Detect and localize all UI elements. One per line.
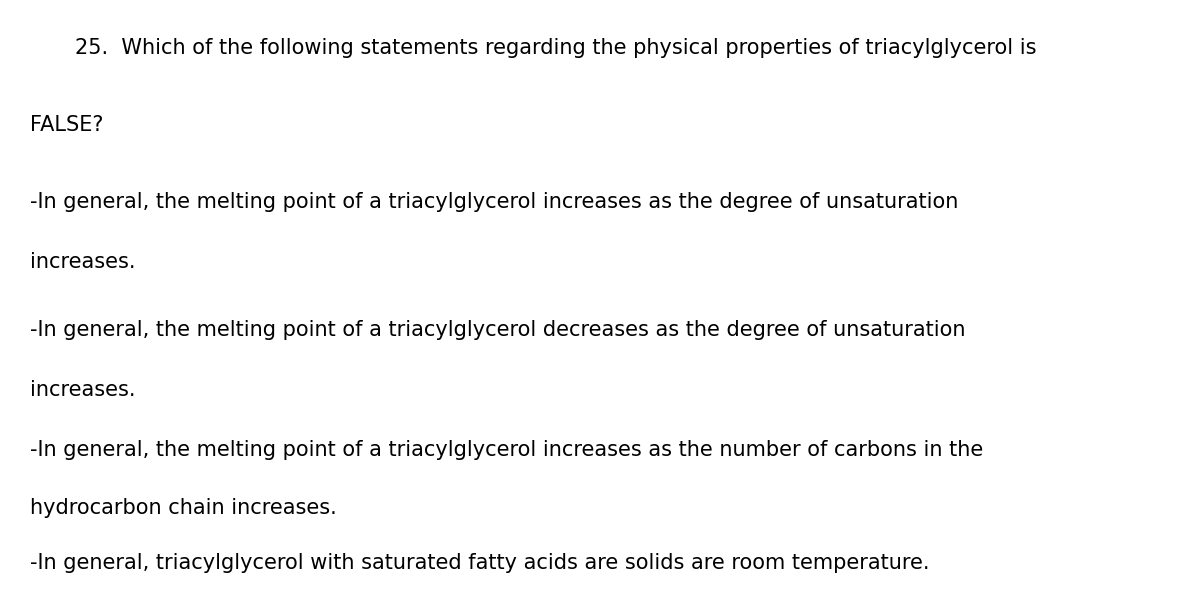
Text: -In general, triacylglycerol with saturated fatty acids are solids are room temp: -In general, triacylglycerol with satura… [30,553,930,573]
Text: increases.: increases. [30,380,136,400]
Text: FALSE?: FALSE? [30,115,103,135]
Text: -In general, the melting point of a triacylglycerol increases as the degree of u: -In general, the melting point of a tria… [30,192,959,212]
Text: 25.  Which of the following statements regarding the physical properties of tria: 25. Which of the following statements re… [74,38,1037,58]
Text: hydrocarbon chain increases.: hydrocarbon chain increases. [30,498,337,518]
Text: -In general, the melting point of a triacylglycerol increases as the number of c: -In general, the melting point of a tria… [30,440,983,460]
Text: -In general, the melting point of a triacylglycerol decreases as the degree of u: -In general, the melting point of a tria… [30,320,966,340]
Text: increases.: increases. [30,252,136,272]
